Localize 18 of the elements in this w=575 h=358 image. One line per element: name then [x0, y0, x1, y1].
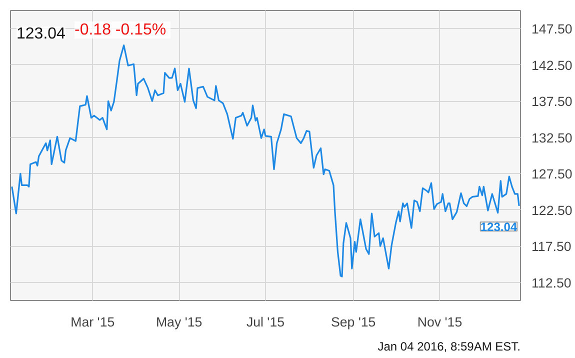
- y-tick-label: 112.50: [532, 275, 572, 290]
- y-tick-label: 127.50: [532, 166, 572, 182]
- x-tick-label: Sep '15: [330, 314, 376, 330]
- text: -0.18 -0.15%: [74, 22, 166, 38]
- y-tick-label: 147.50: [532, 22, 572, 37]
- y-tick-label: 122.50: [532, 202, 572, 218]
- x-tick-label: Jul '15: [246, 314, 285, 330]
- line-series: [11, 44, 520, 278]
- y-tick-label: 117.50: [532, 239, 572, 254]
- text: Jan 04 2016, 8:59AM EST.: [378, 340, 521, 354]
- annotation: 123.04: [480, 220, 518, 234]
- y-tick-label: 142.50: [532, 58, 572, 73]
- x-tick-label: Mar '15: [70, 314, 115, 330]
- y-tick-label: 137.50: [532, 94, 572, 110]
- x-tick-label: May '15: [156, 314, 202, 330]
- text: 123.04: [16, 26, 66, 42]
- y-tick-label: 132.50: [532, 130, 572, 146]
- x-tick-label: Nov '15: [417, 314, 462, 330]
